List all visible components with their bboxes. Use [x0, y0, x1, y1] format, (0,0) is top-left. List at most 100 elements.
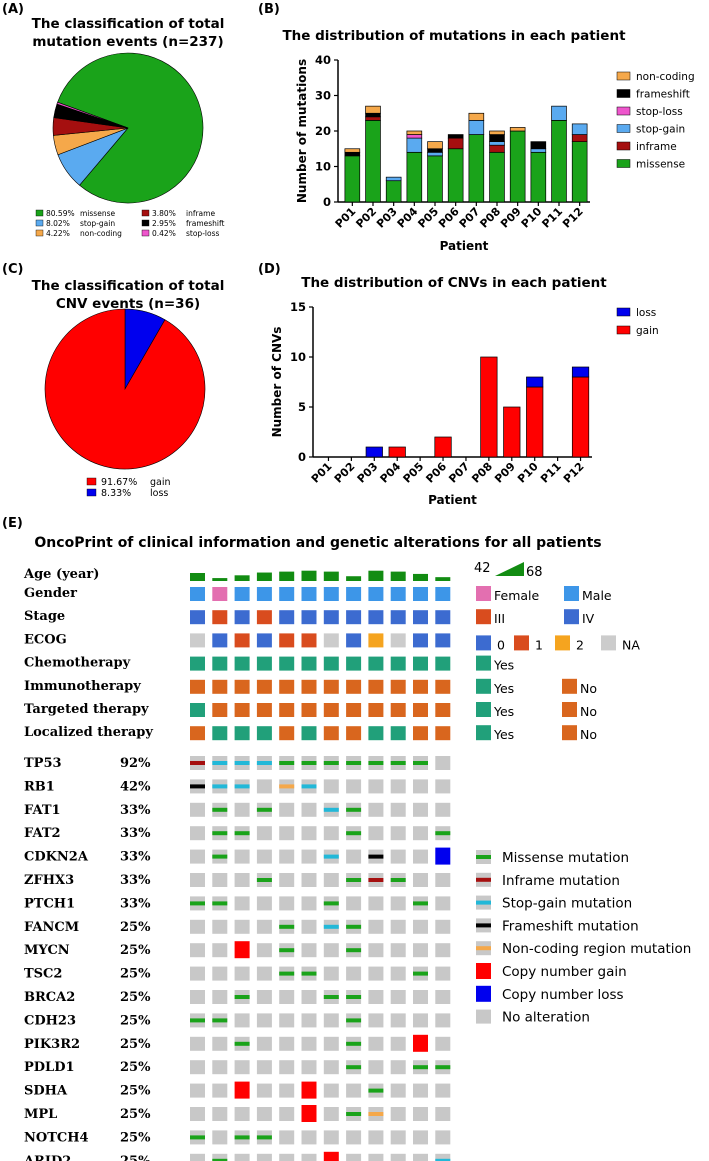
row-label-percent: 33% — [120, 803, 151, 818]
clinical-cell-immunotherapy — [256, 679, 272, 694]
legend-swatch-alteration-bar — [476, 923, 491, 928]
onco-cell-background — [279, 1130, 295, 1145]
age-bar — [323, 571, 339, 581]
clinical-cell-immunotherapy — [212, 679, 228, 694]
bar-P12-inframe — [571, 134, 588, 143]
onco-cell-mutation — [234, 995, 250, 999]
onco-cell-background — [435, 873, 451, 887]
onco-cell-background — [413, 1130, 428, 1145]
legend-label: Yes — [493, 704, 514, 719]
y-axis-label: Number of CNVs — [270, 327, 284, 438]
onco-cell-mutation — [413, 1065, 428, 1070]
row-label-clinical: Chemotherapy — [24, 656, 131, 671]
legend-label: 1 — [535, 637, 543, 652]
row-label-percent: 33% — [120, 873, 151, 888]
onco-cell-mutation — [346, 1112, 362, 1116]
bar-P12-missense — [571, 141, 588, 203]
legend-label: No — [580, 681, 597, 696]
onco-cell-background — [368, 779, 384, 794]
bar-P02-non_coding — [365, 105, 381, 114]
onco-cell-background — [301, 849, 317, 864]
onco-cell-background — [323, 826, 339, 841]
legend-label: frameshift — [636, 89, 690, 101]
legend-swatch-inframe — [616, 141, 631, 151]
onco-cell-mutation — [435, 831, 451, 836]
chart-title: The distribution of mutations in each pa… — [282, 28, 626, 44]
legend-swatch-alteration-bar — [476, 877, 491, 882]
onco-cell-background — [279, 1153, 295, 1161]
age-bar — [346, 576, 362, 581]
onco-cell-background — [190, 990, 205, 1004]
onco-cell-background — [301, 873, 317, 887]
onco-cell-background — [435, 779, 451, 794]
row-label-percent: 25% — [120, 1037, 151, 1052]
legend-percent: 91.67% — [101, 477, 137, 488]
bar-P02-frameshift — [365, 112, 381, 118]
onco-cell-background — [368, 802, 384, 817]
oncoprint: OncoPrint of clinical information and ge… — [23, 535, 691, 1161]
clinical-cell-gender — [390, 587, 406, 601]
row-label-percent: 25% — [120, 1107, 151, 1122]
row-label-gene: TP53 — [24, 756, 62, 771]
onco-cell-background — [256, 826, 272, 841]
x-tick-label: P04 — [395, 205, 421, 231]
onco-cell-mutation — [234, 761, 250, 765]
legend-swatch-stop_gain — [35, 219, 44, 227]
pie-a-slice-missense — [57, 52, 204, 204]
bar-P03-stop_gain — [385, 176, 402, 182]
clinical-cell-stage — [413, 610, 428, 625]
x-tick-label: P07 — [446, 460, 472, 486]
legend-label: stop-gain — [636, 124, 685, 136]
onco-cell-mutation — [256, 807, 272, 812]
onco-cell-mutation — [190, 784, 205, 789]
onco-cell-mutation — [368, 1088, 384, 1093]
onco-cell-mutation — [368, 761, 384, 765]
onco-cell-background — [390, 990, 406, 1004]
y-tick-label: 0 — [323, 195, 331, 209]
clinical-cell-chemotherapy — [390, 656, 406, 671]
y-tick-label: 5 — [298, 400, 306, 414]
onco-cell-background — [390, 1130, 406, 1145]
onco-cell-mutation — [256, 878, 272, 882]
x-tick-label: P06 — [436, 205, 462, 231]
onco-cell-background — [279, 802, 295, 817]
age-bar — [301, 570, 317, 581]
legend-label: No — [580, 704, 597, 719]
onco-cell-background — [346, 1083, 362, 1098]
legend-swatch-missense — [616, 159, 631, 168]
chart-title: The distribution of CNVs in each patient — [301, 275, 607, 291]
row-label-percent: 25% — [120, 1154, 151, 1161]
onco-cell-mutation — [234, 1135, 250, 1140]
clinical-cell-chemotherapy — [368, 656, 384, 671]
onco-cell-background — [256, 779, 272, 794]
row-label-gene: CDH23 — [24, 1013, 76, 1028]
legend-label: Yes — [493, 681, 514, 696]
onco-cell-background — [256, 1013, 272, 1028]
bar-P06-missense — [447, 148, 464, 203]
clinical-cell-gender — [435, 587, 451, 601]
bar-P08-frameshift — [489, 134, 505, 143]
onco-cell-mutation — [368, 1112, 384, 1116]
legend-percent: 8.33% — [101, 488, 131, 499]
onco-cell-background — [212, 1153, 228, 1161]
onco-cell-background — [279, 1107, 295, 1121]
clinical-cell-gender — [323, 587, 339, 601]
bar-P05-missense — [427, 155, 443, 203]
row-label-age: Age (year) — [23, 567, 99, 582]
onco-cell-mutation — [346, 878, 362, 882]
onco-cell-background — [346, 779, 362, 794]
row-label-percent: 25% — [120, 1060, 151, 1075]
legend-swatch-no — [562, 725, 577, 741]
legend-swatch-stop_loss — [616, 106, 631, 116]
bar-P09-gain — [503, 406, 521, 458]
x-axis-label: Patient — [428, 493, 477, 507]
clinical-cell-chemotherapy — [413, 656, 428, 671]
row-label-percent: 42% — [120, 779, 151, 794]
pie-chart-mutations: The classification of total mutation even… — [32, 16, 225, 238]
onco-cell-background — [234, 896, 250, 911]
legend-label: Copy number loss — [502, 987, 624, 1003]
legend-label: non-coding — [80, 229, 122, 238]
onco-cell-background — [413, 943, 428, 958]
onco-cell-background — [190, 919, 205, 934]
onco-cell-background — [234, 873, 250, 887]
